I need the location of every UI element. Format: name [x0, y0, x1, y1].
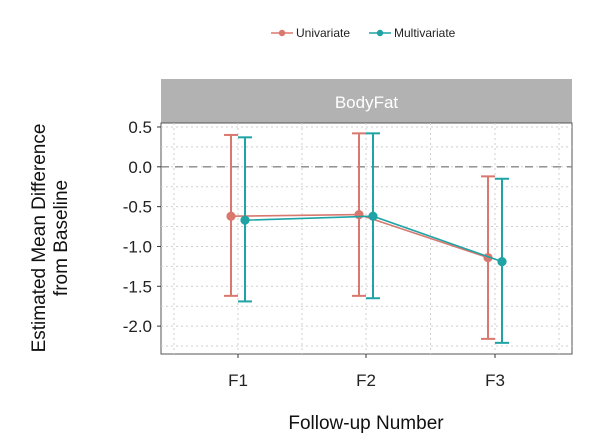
- y-axis-title-line-2: from Baseline: [51, 180, 72, 296]
- legend: Univariate Multivariate: [271, 26, 456, 40]
- x-axis-title: Follow-up Number: [288, 413, 444, 434]
- y-tick-label: 0.0: [128, 158, 152, 177]
- legend-label-univariate: Univariate: [296, 26, 350, 40]
- tick-layer: 0.5 0.0 -0.5 -1.0 -1.5 -2.0 F1 F2 F3: [123, 118, 505, 390]
- y-tick-label: 0.5: [128, 118, 152, 137]
- x-tick-label: F2: [356, 371, 376, 390]
- series-layer: [224, 132, 509, 344]
- legend-marker-univariate: [278, 29, 286, 37]
- y-axis-title: Estimated Mean Difference from Baseline: [29, 124, 72, 353]
- data-point-univariate: [226, 211, 236, 221]
- y-tick-label: -0.5: [123, 198, 152, 217]
- y-tick-label: -1.0: [123, 237, 152, 256]
- legend-label-multivariate: Multivariate: [394, 26, 456, 40]
- facet-label: BodyFat: [335, 93, 399, 112]
- data-point-multivariate: [497, 257, 507, 267]
- data-point-multivariate: [240, 215, 250, 225]
- x-tick-label: F1: [228, 371, 248, 390]
- y-tick-label: -1.5: [123, 277, 152, 296]
- y-axis-title-line-1: Estimated Mean Difference: [29, 124, 50, 353]
- legend-marker-multivariate: [376, 29, 384, 37]
- data-point-multivariate: [368, 211, 378, 221]
- y-tick-label: -2.0: [123, 317, 152, 336]
- grid-layer: [161, 123, 572, 354]
- data-point-univariate: [354, 210, 364, 220]
- x-tick-label: F3: [485, 371, 505, 390]
- facet-strip: [161, 79, 572, 123]
